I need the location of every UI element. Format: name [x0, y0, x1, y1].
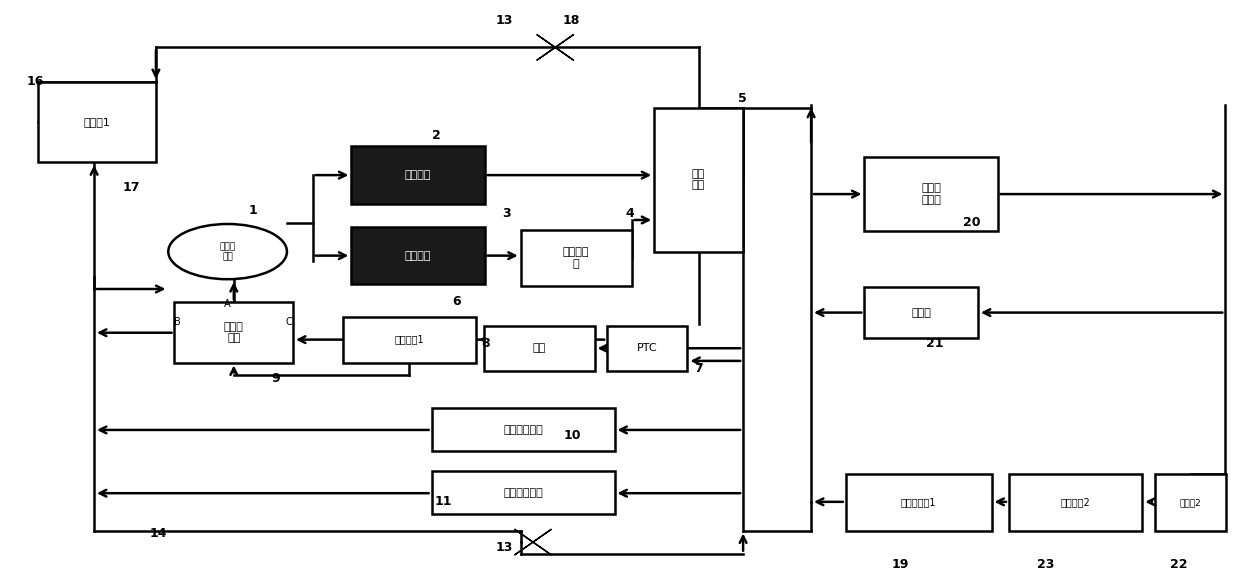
- Text: 10: 10: [564, 428, 581, 442]
- FancyBboxPatch shape: [607, 326, 688, 370]
- Text: 变速器油冷器: 变速器油冷器: [503, 488, 543, 498]
- FancyBboxPatch shape: [431, 471, 615, 514]
- Text: 1: 1: [249, 204, 258, 217]
- Text: 电子水泵2: 电子水泵2: [1061, 498, 1090, 507]
- Polygon shape: [536, 35, 574, 60]
- Text: 22: 22: [1170, 558, 1187, 571]
- Text: 低温散热器1: 低温散热器1: [901, 498, 937, 507]
- Text: 调温
器座: 调温 器座: [693, 169, 705, 191]
- Text: 13: 13: [496, 14, 513, 27]
- FancyBboxPatch shape: [1155, 474, 1227, 531]
- Text: 5: 5: [738, 92, 747, 105]
- Text: 发动机
水泵: 发动机 水泵: [219, 242, 235, 261]
- FancyBboxPatch shape: [343, 317, 476, 362]
- Text: 9: 9: [271, 372, 280, 385]
- Text: 20: 20: [963, 216, 981, 229]
- Text: 7: 7: [694, 362, 703, 375]
- FancyBboxPatch shape: [351, 227, 484, 284]
- FancyBboxPatch shape: [351, 146, 484, 204]
- Text: 14: 14: [150, 528, 167, 540]
- Text: 18: 18: [563, 14, 580, 27]
- FancyBboxPatch shape: [1009, 474, 1142, 531]
- Text: B: B: [175, 317, 181, 327]
- FancyBboxPatch shape: [431, 408, 615, 451]
- Text: A: A: [224, 299, 230, 309]
- Polygon shape: [514, 529, 551, 555]
- Text: 4: 4: [626, 207, 634, 220]
- Text: 13: 13: [496, 541, 513, 554]
- Text: 11: 11: [434, 495, 451, 507]
- Text: C: C: [286, 317, 292, 327]
- Text: 蓄水壶2: 蓄水壶2: [1180, 498, 1202, 507]
- FancyBboxPatch shape: [483, 326, 595, 370]
- Text: 第一三
通阀: 第一三 通阀: [224, 321, 244, 343]
- FancyBboxPatch shape: [38, 82, 156, 162]
- Text: 发动机油冷器: 发动机油冷器: [503, 425, 543, 435]
- Text: 6: 6: [452, 295, 461, 308]
- Text: 缸体水套: 缸体水套: [405, 251, 431, 261]
- Text: 3: 3: [502, 207, 510, 220]
- FancyBboxPatch shape: [175, 302, 294, 362]
- Text: 缸体调温
器: 缸体调温 器: [563, 247, 590, 269]
- FancyBboxPatch shape: [654, 108, 743, 251]
- FancyBboxPatch shape: [865, 157, 997, 231]
- Text: PTC: PTC: [637, 343, 658, 353]
- Text: 2: 2: [431, 129, 440, 142]
- Polygon shape: [536, 35, 574, 60]
- FancyBboxPatch shape: [865, 287, 978, 338]
- Text: 暖通: 暖通: [533, 343, 545, 353]
- Text: 16: 16: [26, 75, 43, 88]
- Text: 中冷器: 中冷器: [911, 307, 930, 317]
- Text: 电子水泵1: 电子水泵1: [394, 335, 424, 344]
- Text: 增压器
冷却器: 增压器 冷却器: [921, 183, 940, 205]
- FancyBboxPatch shape: [846, 474, 991, 531]
- Text: 21: 21: [926, 336, 944, 350]
- Text: 23: 23: [1037, 558, 1054, 571]
- Text: 17: 17: [123, 181, 140, 194]
- Text: 缸盖水套: 缸盖水套: [405, 170, 431, 180]
- Text: 8: 8: [481, 336, 489, 350]
- Circle shape: [169, 224, 287, 279]
- FancyBboxPatch shape: [520, 229, 632, 286]
- Text: 19: 19: [892, 558, 909, 571]
- Text: 蓄水壶1: 蓄水壶1: [84, 117, 110, 127]
- Polygon shape: [514, 529, 551, 555]
